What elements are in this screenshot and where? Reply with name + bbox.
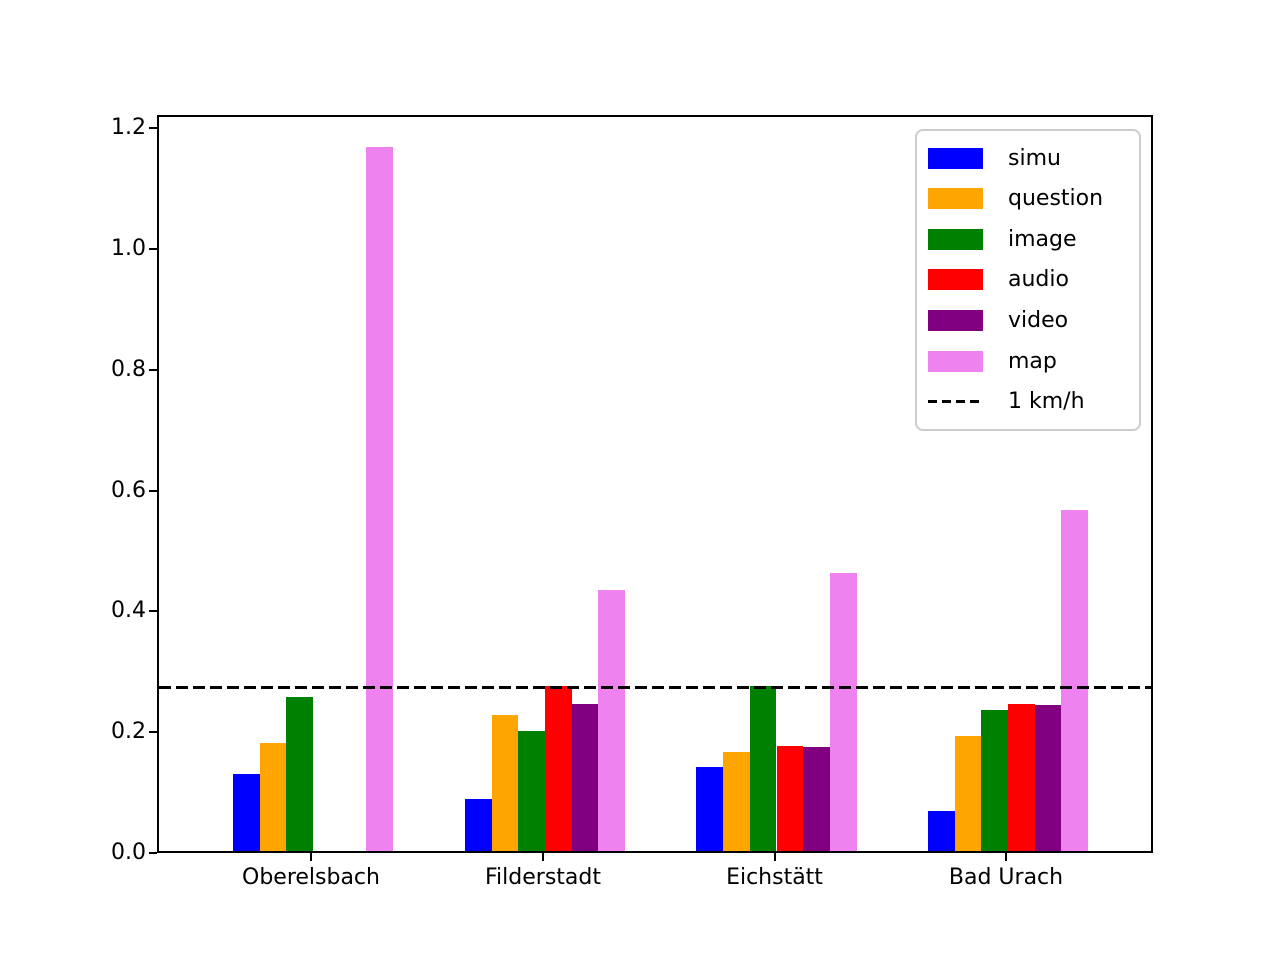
legend-row-audio: audio — [928, 260, 1129, 300]
bar-question-eichstätt — [723, 752, 750, 851]
reference-line — [159, 685, 1151, 689]
legend-row-map: map — [928, 341, 1129, 381]
legend-row-image: image — [928, 219, 1129, 259]
x-tick-label-bad-urach: Bad Urach — [948, 865, 1064, 890]
legend-dashed-line-sample — [928, 400, 983, 404]
x-tick-mark-filderstadt — [542, 853, 544, 861]
y-tick-label-0.2: 0.2 — [111, 719, 146, 745]
y-tick-mark-1.2 — [149, 127, 157, 130]
bar-video-filderstadt — [571, 703, 599, 851]
bar-audio-filderstadt — [545, 686, 572, 851]
y-tick-mark-0.4 — [149, 610, 157, 613]
y-tick-mark-0.2 — [149, 731, 157, 734]
bar-image-filderstadt — [518, 730, 545, 851]
bar-simu-bad-urach — [927, 810, 955, 851]
x-tick-mark-oberelsbach — [310, 853, 312, 861]
y-tick-label-1.0: 1.0 — [111, 236, 146, 262]
bar-question-oberelsbach — [259, 742, 287, 851]
legend: simu question image audio video map 1 km/h — [915, 129, 1141, 431]
x-tick-mark-bad-urach — [1005, 853, 1007, 861]
bar-image-bad-urach — [981, 709, 1008, 851]
legend-row-question: question — [928, 179, 1129, 219]
y-tick-mark-1.0 — [149, 248, 157, 251]
bar-simu-eichstätt — [696, 766, 724, 851]
bar-video-eichstätt — [803, 747, 830, 851]
bar-question-bad-urach — [954, 735, 982, 851]
legend-label-audio: audio — [1008, 267, 1069, 293]
x-tick-mark-eichstätt — [773, 853, 776, 861]
bar-map-oberelsbach — [366, 146, 394, 851]
bar-map-filderstadt — [598, 590, 626, 851]
y-tick-label-0.4: 0.4 — [111, 598, 146, 624]
y-tick-label-0.8: 0.8 — [111, 356, 146, 382]
legend-label-question: question — [1008, 186, 1104, 212]
y-tick-mark-0.6 — [149, 489, 157, 492]
bar-audio-bad-urach — [1008, 703, 1035, 851]
y-tick-mark-0.8 — [149, 368, 157, 371]
bar-map-bad-urach — [1061, 510, 1089, 851]
legend-swatch-video — [928, 310, 983, 332]
legend-label-simu: simu — [1008, 145, 1061, 171]
plot-area: simu question image audio video map 1 km/h — [157, 115, 1153, 853]
bar-image-oberelsbach — [286, 697, 313, 851]
y-tick-label-1.2: 1.2 — [111, 115, 146, 141]
legend-label-map: map — [1008, 348, 1057, 374]
y-tick-label-0.6: 0.6 — [111, 477, 146, 503]
bar-simu-filderstadt — [464, 799, 492, 851]
bar-simu-oberelsbach — [232, 773, 260, 851]
bar-video-bad-urach — [1034, 704, 1062, 851]
x-tick-label-eichstätt: Eichstätt — [726, 865, 823, 890]
legend-swatch-question — [928, 188, 983, 210]
y-tick-label-0.0: 0.0 — [111, 840, 146, 865]
x-tick-label-oberelsbach: Oberelsbach — [242, 865, 380, 890]
legend-label-video: video — [1008, 308, 1069, 334]
legend-swatch-simu — [928, 147, 983, 169]
bar-question-filderstadt — [491, 715, 519, 851]
legend-label-image: image — [1008, 226, 1077, 252]
x-tick-label-filderstadt: Filderstadt — [485, 865, 601, 890]
legend-swatch-image — [928, 228, 983, 250]
legend-label-reference-line: 1 km/h — [1008, 389, 1085, 415]
legend-row-video: video — [928, 301, 1129, 341]
bar-image-eichstätt — [749, 685, 777, 851]
bar-audio-eichstätt — [776, 745, 804, 851]
bar-map-eichstätt — [829, 572, 857, 851]
legend-row-reference-line: 1 km/h — [928, 382, 1129, 422]
y-tick-mark-0.0 — [149, 852, 157, 854]
legend-swatch-audio — [928, 269, 983, 291]
legend-row-simu: simu — [928, 138, 1129, 178]
legend-swatch-map — [928, 350, 983, 372]
